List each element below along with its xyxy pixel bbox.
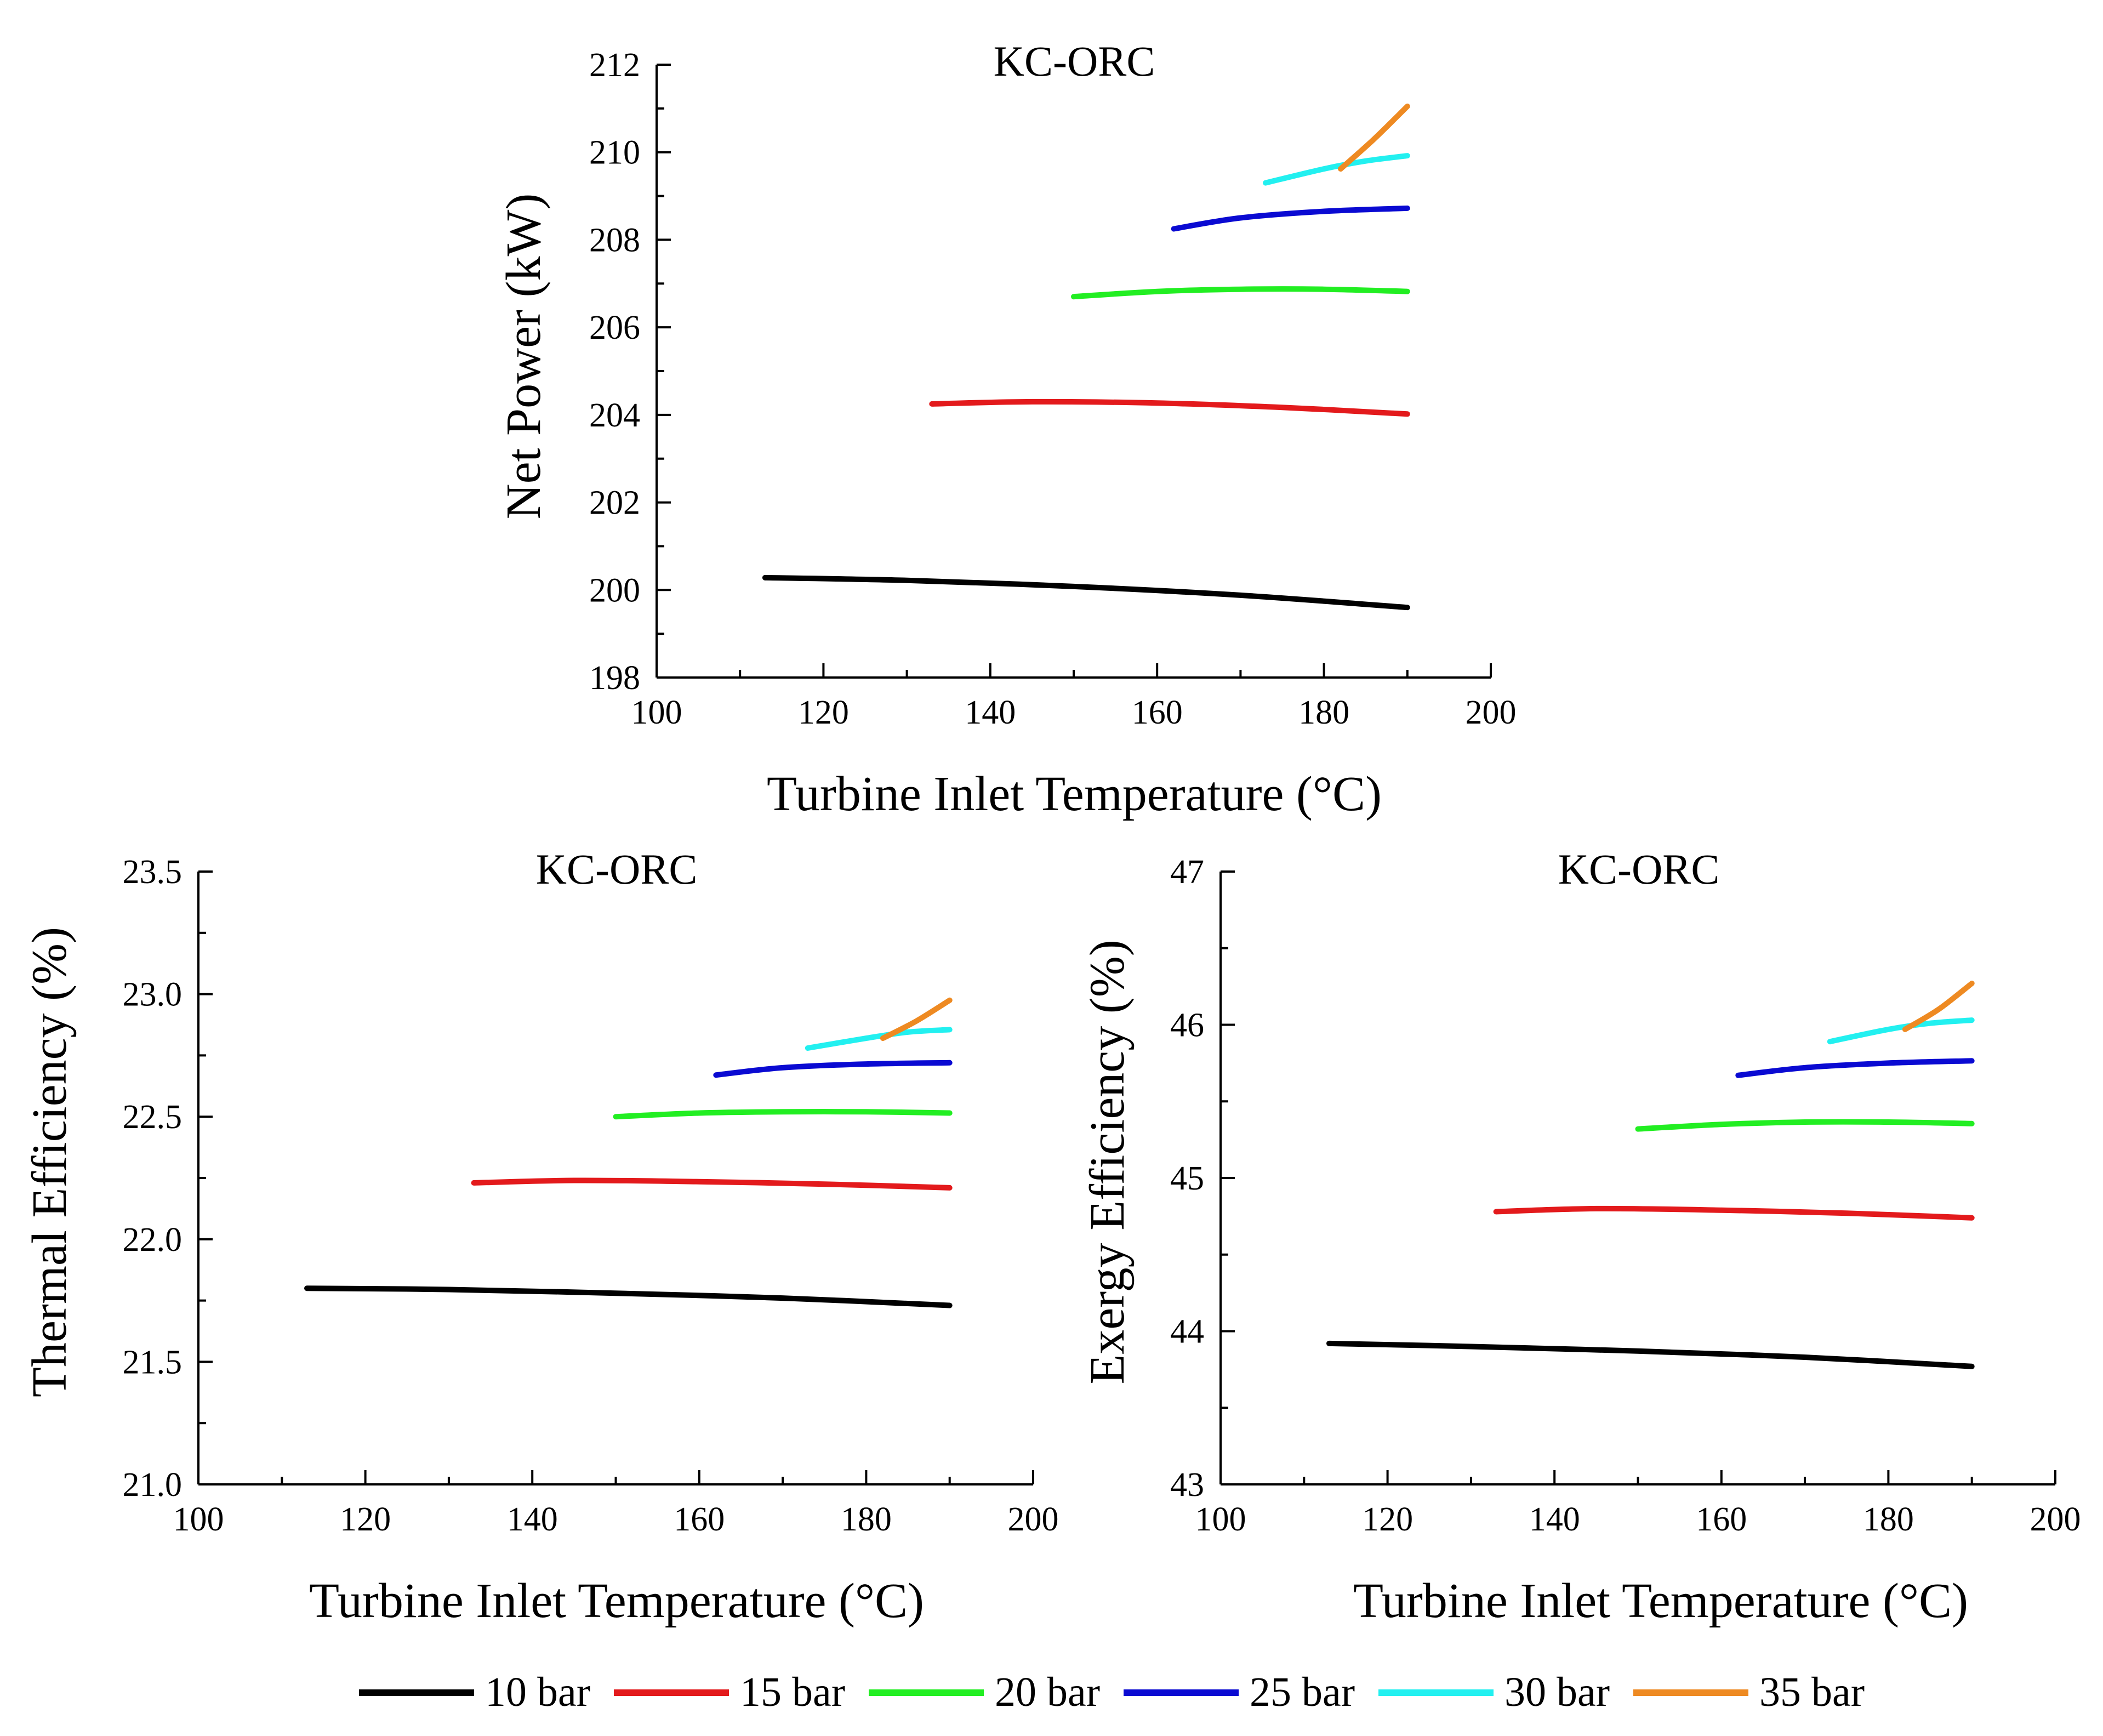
thermal-efficiency-series-30-bar	[805, 1027, 953, 1051]
y-tick-label: 210	[589, 134, 640, 172]
y-tick-label: 206	[589, 309, 640, 346]
legend-label: 10 bar	[485, 1669, 590, 1715]
net-power-series-15-bar	[929, 399, 1410, 417]
y-tick-label: 44	[1170, 1313, 1204, 1351]
legend-label: 30 bar	[1504, 1669, 1610, 1715]
exergy-efficiency-y-axis-label: Exergy Efficiency (%)	[1080, 940, 1135, 1384]
x-tick-label: 120	[798, 694, 849, 731]
net-power-x-axis-label: Turbine Inlet Temperature (°C)	[767, 767, 1382, 821]
thermal-efficiency-series-25-bar	[713, 1060, 953, 1078]
legend-label: 35 bar	[1759, 1669, 1865, 1715]
x-tick-label: 200	[1466, 694, 1517, 731]
legend-item-30-bar: 30 bar	[1378, 1669, 1610, 1715]
exergy-efficiency-axes: 100 120 140 160 180 200 43 44 45 46 47	[1170, 853, 2081, 1538]
x-tick-label: 160	[674, 1501, 725, 1538]
net-power-series	[762, 103, 1410, 611]
thermal-efficiency-axes: 100 120 140 160 180 200 21.0 21.5 22.0 22.5 23.0 23…	[123, 853, 1059, 1538]
x-tick-label: 120	[1362, 1501, 1413, 1538]
x-tick-label: 180	[841, 1501, 892, 1538]
thermal-efficiency-chart: 100 120 140 160 180 200 21.0 21.5 22.0 22.5 23.0 23…	[22, 845, 1059, 1628]
legend-item-10-bar: 10 bar	[359, 1669, 590, 1715]
x-tick-label: 100	[631, 694, 682, 731]
legend-label: 15 bar	[740, 1669, 845, 1715]
exergy-efficiency-series	[1326, 981, 1975, 1369]
x-tick-label: 120	[340, 1501, 391, 1538]
exergy-efficiency-chart: 100 120 140 160 180 200 43 44 45 46 47 KC-ORC Turb…	[1080, 845, 2081, 1628]
y-tick-label: 43	[1170, 1466, 1204, 1504]
exergy-efficiency-series-20-bar	[1635, 1119, 1975, 1132]
thermal-efficiency-title: KC-ORC	[536, 845, 698, 893]
net-power-series-10-bar	[762, 574, 1410, 611]
exergy-efficiency-x-axis-label: Turbine Inlet Temperature (°C)	[1353, 1574, 1968, 1628]
net-power-chart: 100 120 140 160 180 200 198 200 202 204 206 208 210 2…	[497, 37, 1517, 821]
x-tick-label: 200	[2030, 1501, 2081, 1538]
x-tick-label: 140	[965, 694, 1016, 731]
y-tick-label: 45	[1170, 1160, 1204, 1197]
thermal-efficiency-y-axis-label: Thermal Efficiency (%)	[22, 927, 77, 1397]
y-tick-label: 22.0	[123, 1221, 183, 1259]
x-tick-label: 180	[1863, 1501, 1914, 1538]
net-power-y-axis-label: Net Power (kW)	[497, 193, 551, 520]
exergy-efficiency-series-15-bar	[1493, 1205, 1975, 1221]
legend-label: 20 bar	[995, 1669, 1100, 1715]
thermal-efficiency-x-axis-label: Turbine Inlet Temperature (°C)	[309, 1574, 924, 1628]
thermal-efficiency-series	[304, 997, 953, 1308]
net-power-series-25-bar	[1171, 205, 1410, 232]
thermal-efficiency-series-15-bar	[471, 1177, 953, 1191]
exergy-efficiency-series-30-bar	[1827, 1017, 1975, 1045]
y-tick-label: 204	[589, 397, 640, 434]
net-power-series-30-bar	[1263, 153, 1410, 186]
y-tick-label: 202	[589, 485, 640, 522]
thermal-efficiency-series-35-bar	[880, 997, 953, 1041]
y-tick-label: 47	[1170, 853, 1204, 891]
legend-label: 25 bar	[1250, 1669, 1355, 1715]
exergy-efficiency-series-35-bar	[1902, 981, 1975, 1032]
y-tick-label: 208	[589, 221, 640, 259]
net-power-title: KC-ORC	[994, 37, 1155, 85]
legend-item-15-bar: 15 bar	[614, 1669, 845, 1715]
exergy-efficiency-series-10-bar	[1326, 1340, 1975, 1369]
y-tick-label: 212	[589, 47, 640, 84]
exergy-efficiency-series-25-bar	[1735, 1058, 1975, 1078]
x-tick-label: 140	[1529, 1501, 1580, 1538]
x-tick-label: 160	[1132, 694, 1183, 731]
net-power-axes: 100 120 140 160 180 200 198 200 202 204 206 208 210 2…	[589, 47, 1517, 731]
net-power-series-35-bar	[1338, 103, 1410, 172]
y-tick-label: 22.5	[123, 1098, 183, 1136]
legend: 10 bar 15 bar 20 bar 25 bar 30 bar 35 ba…	[359, 1669, 1865, 1715]
thermal-efficiency-series-10-bar	[304, 1285, 953, 1308]
x-tick-label: 200	[1008, 1501, 1059, 1538]
y-tick-label: 21.5	[123, 1344, 183, 1381]
x-tick-label: 100	[173, 1501, 224, 1538]
y-tick-label: 23.5	[123, 853, 183, 891]
x-tick-label: 100	[1195, 1501, 1246, 1538]
x-tick-label: 180	[1298, 694, 1349, 731]
y-tick-label: 23.0	[123, 976, 183, 1014]
x-tick-label: 140	[507, 1501, 558, 1538]
legend-item-35-bar: 35 bar	[1633, 1669, 1865, 1715]
y-tick-label: 200	[589, 572, 640, 609]
legend-item-25-bar: 25 bar	[1124, 1669, 1355, 1715]
net-power-series-20-bar	[1071, 286, 1410, 300]
exergy-efficiency-title: KC-ORC	[1558, 845, 1720, 893]
y-tick-label: 21.0	[123, 1466, 183, 1504]
y-tick-label: 46	[1170, 1007, 1204, 1044]
x-tick-label: 160	[1696, 1501, 1747, 1538]
y-tick-label: 198	[589, 659, 640, 697]
legend-item-20-bar: 20 bar	[869, 1669, 1100, 1715]
thermal-efficiency-series-20-bar	[613, 1109, 953, 1120]
